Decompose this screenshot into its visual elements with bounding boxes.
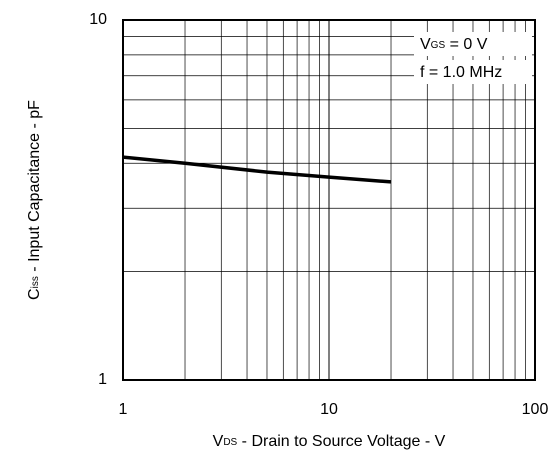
y-tick-label: 10 — [89, 11, 107, 28]
y-tick-label: 1 — [98, 371, 107, 388]
x-label-main: V — [213, 433, 224, 450]
annotation: f = 1.0 MHz — [420, 64, 502, 81]
y-label-sub: iss — [30, 276, 41, 288]
y-label-rest: - Input Capacitance - pF — [26, 100, 43, 276]
x-label-sub: DS — [223, 437, 237, 448]
marks — [122, 155, 392, 184]
x-tick-label: 1 — [119, 401, 128, 418]
annotation-sub: GS — [431, 40, 446, 51]
x-tick-label: 10 — [320, 401, 338, 418]
data-line — [122, 155, 392, 184]
annotation-bg — [414, 60, 532, 84]
annotation-bg — [414, 32, 532, 56]
plot-frame — [122, 19, 536, 381]
x-axis-label: VDS - Drain to Source Voltage - V — [213, 433, 446, 450]
y-axis-label: Ciss - Input Capacitance - pF — [26, 100, 43, 300]
x-tick-label: 100 — [522, 401, 549, 418]
annotation-rest: = 0 V — [445, 36, 488, 53]
x-label-rest: - Drain to Source Voltage - V — [237, 433, 445, 450]
annotation-main: V — [420, 36, 431, 53]
annotation: VGS = 0 V — [420, 36, 488, 53]
y-label-main: C — [26, 288, 43, 300]
